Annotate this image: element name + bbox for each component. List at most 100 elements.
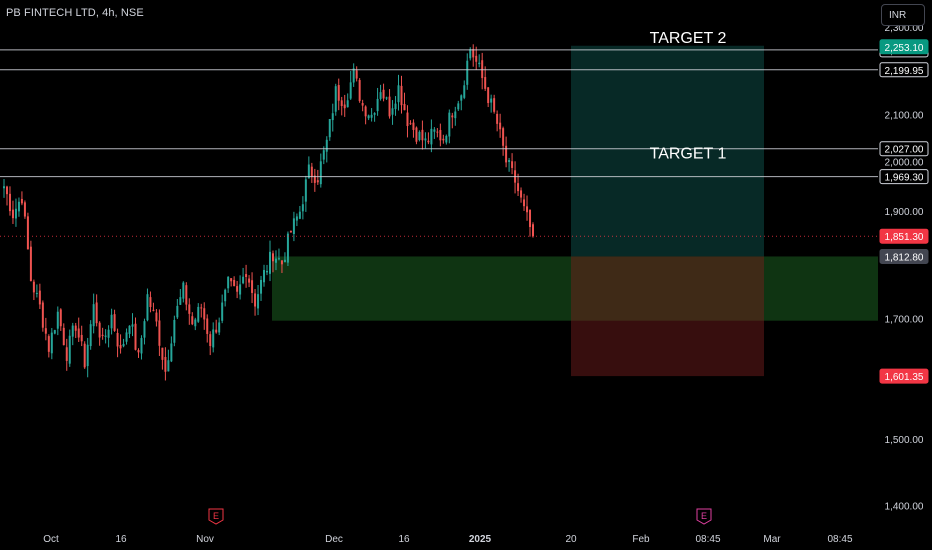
candle [89, 320, 92, 350]
candle [23, 200, 26, 219]
candle-body [83, 343, 86, 368]
candle [143, 318, 146, 345]
candle [32, 279, 35, 301]
target-label: TARGET 2 [650, 30, 727, 47]
candle-body [251, 280, 254, 293]
candle [454, 106, 457, 126]
candle [80, 325, 83, 347]
candle [131, 313, 134, 337]
candle [319, 153, 322, 188]
candle-body [188, 304, 191, 314]
candle [197, 303, 200, 323]
candle [514, 161, 517, 194]
candle-body [227, 276, 230, 289]
candle-body [20, 198, 23, 204]
time-tick-label: Oct [43, 534, 59, 545]
candle-body [239, 284, 242, 295]
candle [215, 319, 218, 334]
level-badge: 2,199.95 [879, 62, 929, 78]
candle [403, 92, 406, 111]
earnings-marker: E [696, 508, 712, 525]
candle [298, 205, 301, 220]
candle-body [499, 122, 502, 130]
candle [478, 54, 481, 68]
candle-body [481, 60, 484, 79]
candle [271, 250, 274, 273]
candle-body [490, 98, 493, 103]
candle-body [430, 128, 433, 145]
candle [251, 272, 254, 304]
candle [74, 322, 77, 339]
candle [221, 294, 224, 324]
candle [427, 132, 430, 145]
currency-button[interactable]: INR [881, 4, 925, 26]
candle-body [242, 276, 245, 284]
candle-body [62, 327, 65, 346]
candle [104, 329, 107, 344]
candle-body [182, 282, 185, 299]
level-badge-text: 2,027.00 [885, 145, 924, 156]
candle [334, 83, 337, 116]
candle [176, 299, 179, 320]
candle-body [122, 343, 125, 347]
candle [457, 100, 460, 112]
candle [86, 337, 89, 378]
candle [62, 323, 65, 346]
candle [481, 52, 484, 90]
candle [38, 283, 41, 310]
candle [239, 275, 242, 300]
candles [3, 44, 534, 381]
candle [107, 325, 110, 348]
candle-body [3, 186, 5, 189]
candle-body [179, 297, 182, 305]
level-badge-bg [879, 141, 929, 157]
candle-body [260, 279, 263, 294]
last-price-badge-bg [879, 228, 929, 244]
candle-body [23, 202, 26, 217]
candle [460, 94, 463, 111]
candle-body [292, 218, 295, 235]
candle [155, 309, 158, 327]
candle-body [448, 112, 451, 137]
candle [283, 252, 286, 263]
candle-body [415, 127, 418, 142]
candle [313, 168, 316, 192]
candle [409, 120, 412, 125]
price-tick-label: 2,000.00 [885, 158, 924, 169]
candle-body [155, 312, 158, 322]
candle [451, 112, 454, 129]
candle [260, 275, 263, 301]
candle [122, 338, 125, 348]
candle [400, 75, 403, 114]
candle-body [457, 103, 460, 110]
candle-body [143, 321, 146, 338]
candle [484, 66, 487, 91]
candle-body [355, 70, 358, 79]
candle-body [200, 307, 203, 309]
candle-body [277, 258, 280, 260]
candle-body [328, 119, 331, 138]
candle [77, 317, 80, 342]
candle-body [400, 85, 403, 106]
candle [433, 127, 436, 139]
time-tick-label: 2025 [469, 534, 492, 545]
candle-body [116, 332, 119, 347]
candle [526, 195, 529, 221]
candle [182, 281, 185, 303]
candle-body [517, 183, 520, 192]
time-tick-label: 20 [565, 534, 577, 545]
last-price-badge-text: 1,851.30 [885, 232, 924, 243]
candle-body [263, 269, 266, 283]
candle [137, 348, 140, 358]
candle-body [271, 253, 274, 262]
candle [388, 89, 391, 119]
candle-body [53, 330, 56, 334]
candle [92, 293, 95, 334]
candle-body [221, 302, 224, 321]
candle [412, 119, 415, 138]
candle [286, 231, 289, 267]
candle [83, 341, 86, 369]
candle-body [119, 344, 122, 349]
candle-body [484, 77, 487, 89]
